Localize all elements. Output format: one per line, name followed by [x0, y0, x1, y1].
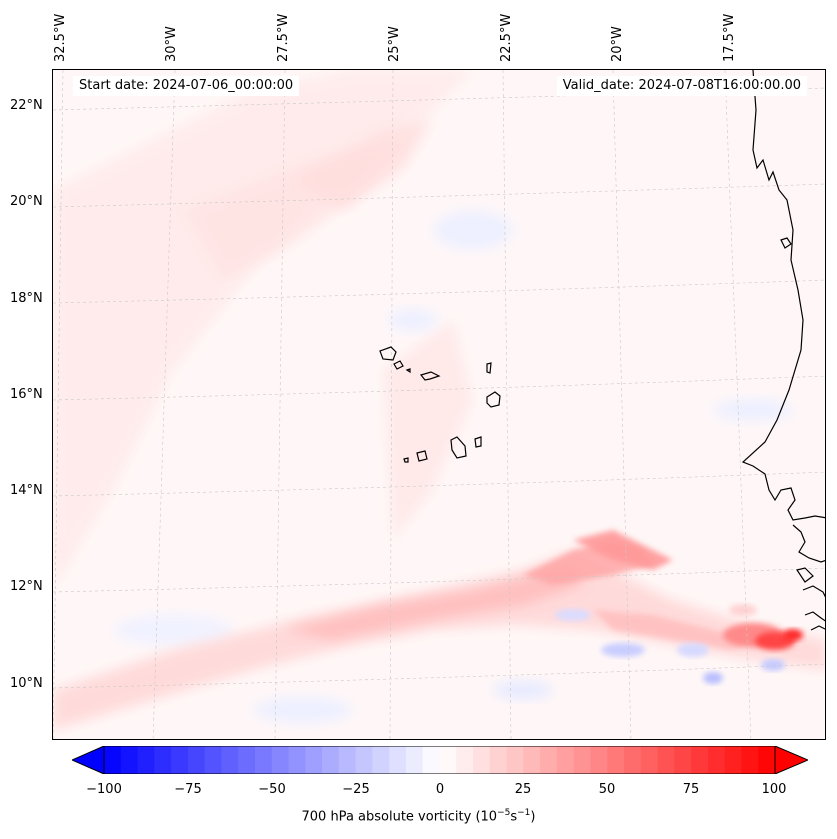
colorbar-cell: [473, 746, 491, 774]
lon-label-32-5w: 32.5°W: [53, 13, 68, 62]
colorbar-high-extend: [774, 746, 808, 774]
colorbar-cell: [540, 746, 558, 774]
lon-label-20w: 20°W: [610, 26, 625, 62]
colorbar-cell: [271, 746, 290, 774]
colorbar-cell: [523, 746, 541, 774]
colorbar-cell: [137, 746, 155, 774]
colorbar-cell: [439, 746, 457, 774]
colorbar-cell: [254, 746, 273, 774]
colorbar-cell: [355, 746, 374, 774]
island-maio: [474, 436, 482, 448]
colorbar-cell: [305, 746, 323, 774]
island-boa-vista: [486, 391, 501, 408]
colorbar-cell: [556, 746, 575, 774]
colorbar-low-extend: [72, 746, 105, 774]
vorticity-map: [52, 69, 826, 740]
colorbar-tick-75: 75: [682, 782, 700, 797]
colorbar-cell: [489, 746, 508, 774]
lon-label-22-5w: 22.5°W: [499, 13, 514, 62]
lat-label-14n: 14°N: [10, 483, 43, 498]
map-canvas: [53, 70, 825, 739]
colorbar-cell: [506, 746, 524, 774]
colorbar-cell: [724, 746, 743, 774]
colorbar-tick-25: 25: [514, 782, 532, 797]
island-brava: [403, 457, 409, 463]
colorbar-cell: [657, 746, 675, 774]
island-santiago: [450, 436, 467, 459]
colorbar-cell: [372, 746, 390, 774]
colorbar-cell: [405, 746, 424, 774]
colorbar-cell: [171, 746, 189, 774]
colorbar-tick-neg25: −25: [342, 782, 370, 797]
colorbar-tick-neg100: −100: [86, 782, 122, 797]
colorbar-cells: [104, 746, 776, 774]
colorbar-tick-50: 50: [598, 782, 616, 797]
colorbar-tick-neg50: −50: [258, 782, 286, 797]
colorbar-cell: [758, 746, 776, 774]
lon-label-17-5w: 17.5°W: [722, 13, 737, 62]
colorbar-cell: [707, 746, 726, 774]
colorbar-tick-0: 0: [435, 782, 445, 797]
colorbar-tick-100: 100: [761, 782, 787, 797]
start-date-label: Start date: 2024-07-06_00:00:00: [73, 76, 300, 96]
lon-label-27-5w: 27.5°W: [276, 13, 291, 62]
colorbar-cell: [691, 746, 709, 774]
lat-label-10n: 10°N: [10, 676, 43, 691]
colorbar-cell: [741, 746, 759, 774]
coastlines: [379, 70, 825, 631]
colorbar-cell: [204, 746, 223, 774]
lat-label-22n: 22°N: [10, 98, 43, 113]
colorbar-cell: [389, 746, 407, 774]
island-sao-vicente: [393, 360, 404, 370]
valid-date-label: Valid_date: 2024-07-08T16:00:00.00: [556, 76, 807, 96]
lat-label-18n: 18°N: [10, 291, 43, 306]
africa-coastline: [741, 70, 825, 521]
lon-label-25w: 25°W: [387, 26, 402, 62]
colorbar-cell: [640, 746, 659, 774]
colorbar-cell: [607, 746, 625, 774]
colorbar-cell: [154, 746, 172, 774]
colorbar-label: 700 hPa absolute vorticity (10−5s−1): [301, 808, 536, 825]
colorbar-cell: [187, 746, 206, 774]
vorticity-field: [53, 70, 825, 739]
island-santo-antao: [379, 346, 397, 361]
colorbar-cell: [674, 746, 692, 774]
colorbar-cell: [590, 746, 608, 774]
colorbar-cell: [456, 746, 474, 774]
colorbar-cell: [573, 746, 592, 774]
colorbar-outline: [103, 746, 776, 774]
lat-label-12n: 12°N: [10, 579, 43, 594]
colorbar-cell: [288, 746, 306, 774]
lat-label-20n: 20°N: [10, 194, 43, 209]
island-sao-nicolau: [419, 371, 441, 381]
colorbar-cell: [221, 746, 239, 774]
lon-label-30w: 30°W: [164, 26, 179, 62]
colorbar-cell: [238, 746, 256, 774]
colorbar: [72, 746, 808, 774]
colorbar-cell: [104, 746, 122, 774]
colorbar-cell: [624, 746, 642, 774]
island-fogo: [416, 450, 428, 462]
colorbar-cell: [322, 746, 340, 774]
graticule: [53, 70, 825, 739]
colorbar-cell: [338, 746, 357, 774]
colorbar-cell: [120, 746, 139, 774]
colorbar-tick-neg75: −75: [174, 782, 202, 797]
lat-label-16n: 16°N: [10, 387, 43, 402]
island-sal: [486, 362, 492, 374]
colorbar-cell: [422, 746, 441, 774]
